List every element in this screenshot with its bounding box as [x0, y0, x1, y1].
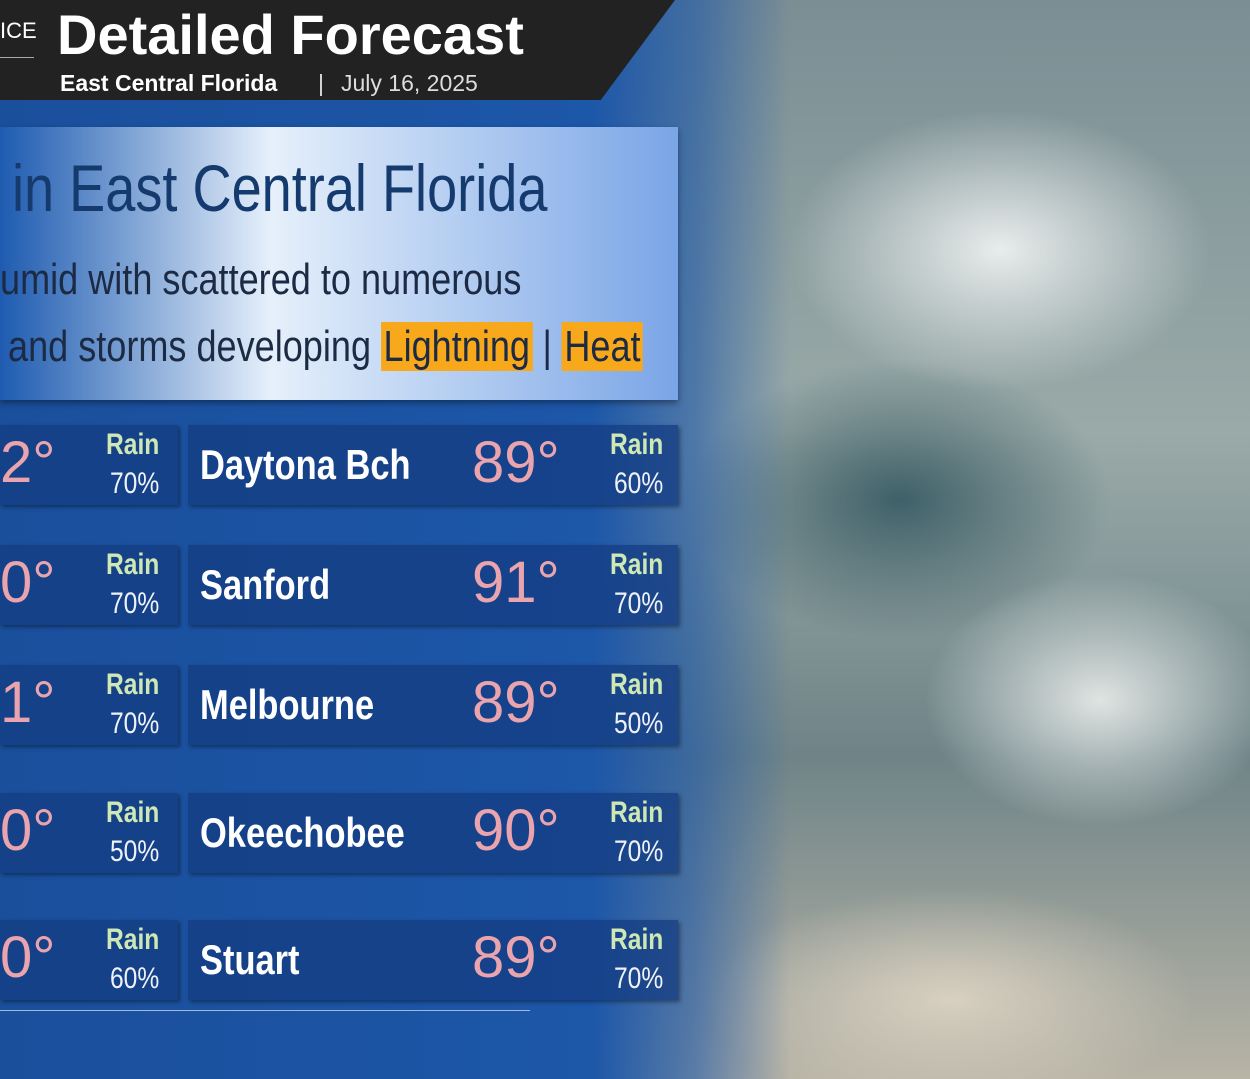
- row-tile-left: [0, 920, 178, 1000]
- city: Daytona Bch: [200, 441, 411, 488]
- summary-text: and storms developing: [8, 322, 372, 371]
- temperature: 0°: [0, 550, 56, 615]
- city: Stuart: [200, 936, 300, 983]
- temperature: 89°: [472, 670, 560, 735]
- rain-chance: 50%: [614, 707, 664, 740]
- city: Sanford: [200, 561, 331, 608]
- rain-label: Rain: [106, 548, 160, 581]
- row-tile-right: [188, 920, 678, 1000]
- summary-line: umid with scattered to numerous: [0, 255, 522, 304]
- temperature: 2°: [0, 430, 56, 495]
- temperature: 0°: [0, 798, 56, 863]
- row-tile-left: [0, 793, 178, 873]
- temperature: 1°: [0, 670, 56, 735]
- title: Detailed Forecast: [57, 3, 524, 66]
- header-bar: [0, 0, 675, 100]
- office-label: ICE: [0, 18, 37, 43]
- rain-chance: 60%: [614, 467, 664, 500]
- row-tile-right: [188, 793, 678, 873]
- row-tile-left: [0, 665, 178, 745]
- rain-label: Rain: [106, 796, 160, 829]
- bottom-rule: [0, 1010, 530, 1011]
- row-tile-right: [188, 665, 678, 745]
- rain-label: Rain: [106, 668, 160, 701]
- temperature: 89°: [472, 430, 560, 495]
- hazard: Heat: [561, 322, 644, 371]
- rain-chance: 70%: [110, 707, 160, 740]
- headline: in East Central Florida: [12, 151, 548, 225]
- rain-label: Rain: [610, 428, 664, 461]
- office-rule: [0, 57, 34, 58]
- rain-chance: 70%: [614, 587, 664, 620]
- rain-chance: 50%: [110, 835, 160, 868]
- rain-label: Rain: [106, 923, 160, 956]
- temperature: 89°: [472, 925, 560, 990]
- row-tile-right: [188, 425, 678, 505]
- city: Okeechobee: [200, 809, 405, 856]
- rain-chance: 70%: [614, 962, 664, 995]
- temperature: 91°: [472, 550, 560, 615]
- rain-label: Rain: [610, 796, 664, 829]
- temperature: 90°: [472, 798, 560, 863]
- rain-chance: 70%: [110, 587, 160, 620]
- rain-label: Rain: [610, 923, 664, 956]
- separator: |: [318, 70, 324, 96]
- rain-label: Rain: [610, 668, 664, 701]
- region: East Central Florida: [60, 70, 278, 96]
- row-tile-left: [0, 545, 178, 625]
- rain-label: Rain: [610, 548, 664, 581]
- rain-chance: 70%: [614, 835, 664, 868]
- temperature: 0°: [0, 925, 56, 990]
- hazard: Lightning: [381, 322, 533, 371]
- hazard-separator: |: [542, 322, 552, 371]
- row-tile-left: [0, 425, 178, 505]
- row-tile-right: [188, 545, 678, 625]
- summary-line: and storms developing Lightning | Heat: [8, 322, 644, 372]
- rain-chance: 70%: [110, 467, 160, 500]
- rain-chance: 60%: [110, 962, 160, 995]
- rain-label: Rain: [106, 428, 160, 461]
- city: Melbourne: [200, 681, 375, 728]
- date: July 16, 2025: [341, 70, 478, 96]
